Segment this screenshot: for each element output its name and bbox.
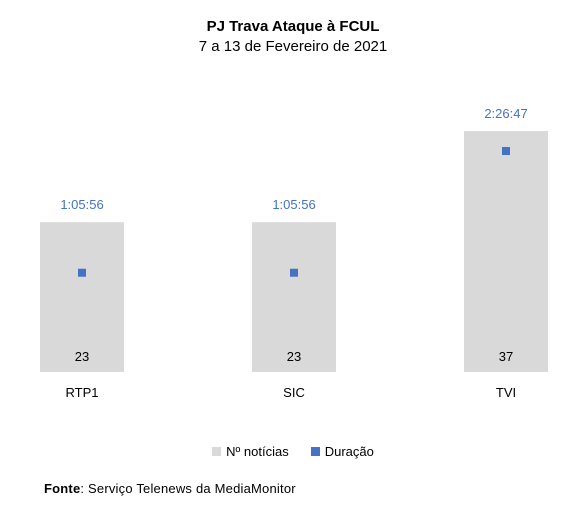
duration-point-sic — [290, 268, 298, 277]
chart-title: PJ Trava Ataque à FCUL — [206, 18, 380, 35]
chart-plot: 23 1:05:56 RTP1 23 1:05:56 SIC 37 2:26:47 TVI — [40, 106, 548, 400]
duration-point-tvi — [502, 147, 510, 155]
legend-label-noticias: Nº notícias — [226, 444, 289, 459]
duration-value-label: 2:26:47 — [484, 106, 527, 121]
bar-value-label: 23 — [287, 349, 301, 364]
bar-rtp1 — [40, 222, 124, 372]
chart-subtitle: 7 a 13 de Fevereiro de 2021 — [198, 38, 388, 55]
bar-sic — [252, 222, 336, 372]
category-label: RTP1 — [66, 385, 99, 400]
source-text: Serviço Telenews da MediaMonitor — [88, 481, 296, 496]
legend-item-noticias: Nº notícias — [212, 444, 289, 459]
chart-legend: Nº notícias Duração — [0, 444, 586, 459]
legend-swatch-noticias — [212, 447, 222, 456]
bar-value-label: 37 — [499, 349, 513, 364]
legend-item-duracao: Duração — [310, 444, 374, 459]
source-note: Fonte: Serviço Telenews da MediaMonitor — [44, 481, 296, 496]
duration-value-label: 1:05:56 — [60, 197, 103, 212]
duration-value-label: 1:05:56 — [272, 197, 315, 212]
legend-swatch-duracao — [310, 447, 320, 456]
duration-point-rtp1 — [78, 268, 86, 277]
legend-label-duracao: Duração — [324, 444, 374, 459]
bar-value-label: 23 — [75, 349, 89, 364]
bar-tvi — [464, 131, 548, 372]
category-label: SIC — [283, 385, 305, 400]
category-label: TVI — [496, 385, 516, 400]
source-label: Fonte — [44, 481, 81, 496]
